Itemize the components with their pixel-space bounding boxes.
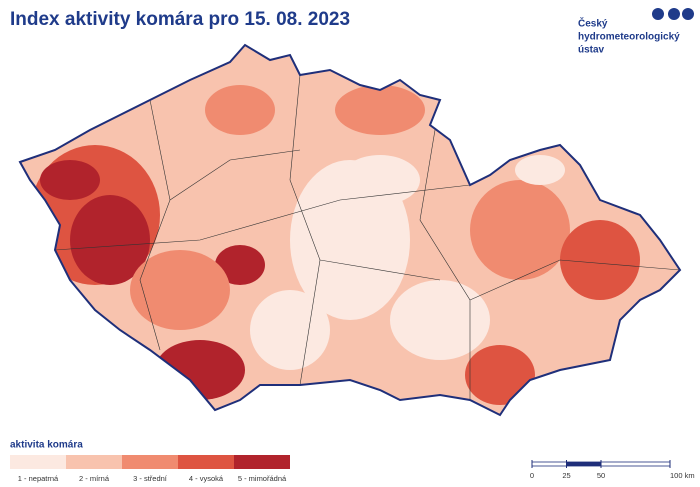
border: [319, 259, 441, 281]
legend-label: 5 - mimořádná: [238, 474, 287, 483]
border: [469, 259, 680, 301]
scale-bar: 0 25 50 100 km: [530, 460, 695, 480]
legend-swatch: [122, 455, 178, 469]
region-fill: [515, 155, 565, 185]
scale-segment: [531, 461, 567, 467]
logo-dot: [682, 8, 694, 20]
logo-dot: [668, 8, 680, 20]
logo: Český hydrometeorologický ústav: [578, 8, 694, 56]
scale-label: 25: [562, 471, 570, 480]
legend-title: aktivita komára: [10, 440, 83, 451]
scale-label: 50: [597, 471, 605, 480]
logo-dot: [652, 8, 664, 20]
scale-label: 100 km: [670, 471, 695, 480]
scale-segment: [600, 461, 671, 467]
legend-label: 4 - vysoká: [189, 474, 224, 483]
scale-segment: [566, 461, 602, 467]
region-fill: [340, 155, 420, 205]
region-fill: [130, 250, 230, 330]
region-fill: [70, 195, 150, 285]
border: [139, 99, 171, 351]
legend-swatch: [178, 455, 234, 469]
scale-label: 0: [530, 471, 534, 480]
region-fill: [250, 290, 330, 370]
logo-text: ústav: [578, 45, 605, 56]
legend-label: 1 - nepatrná: [18, 474, 59, 483]
legend-swatch: [234, 455, 290, 469]
logo-text: hydrometeorologický: [578, 32, 680, 43]
map-title: Index aktivity komára pro 15. 08. 2023: [10, 9, 350, 30]
border: [54, 184, 471, 251]
legend-label: 3 - střední: [133, 474, 168, 483]
region-fill: [335, 85, 425, 135]
legend-swatch: [66, 455, 122, 469]
region-fill: [560, 220, 640, 300]
logo-text: Český: [578, 17, 608, 30]
district-borders: [54, 74, 680, 400]
legend-label: 2 - mírná: [79, 474, 110, 483]
border: [419, 99, 471, 400]
border: [289, 74, 321, 386]
region-fill: [40, 160, 100, 200]
border: [169, 149, 301, 201]
region-fill: [215, 245, 265, 285]
legend: 1 - nepatrná 2 - mírná 3 - střední 4 - vyso…: [10, 455, 290, 483]
region-fill: [205, 85, 275, 135]
region-fill: [470, 180, 570, 280]
legend-swatch: [10, 455, 66, 469]
region-fill: [465, 345, 535, 405]
region-fill: [390, 280, 490, 360]
